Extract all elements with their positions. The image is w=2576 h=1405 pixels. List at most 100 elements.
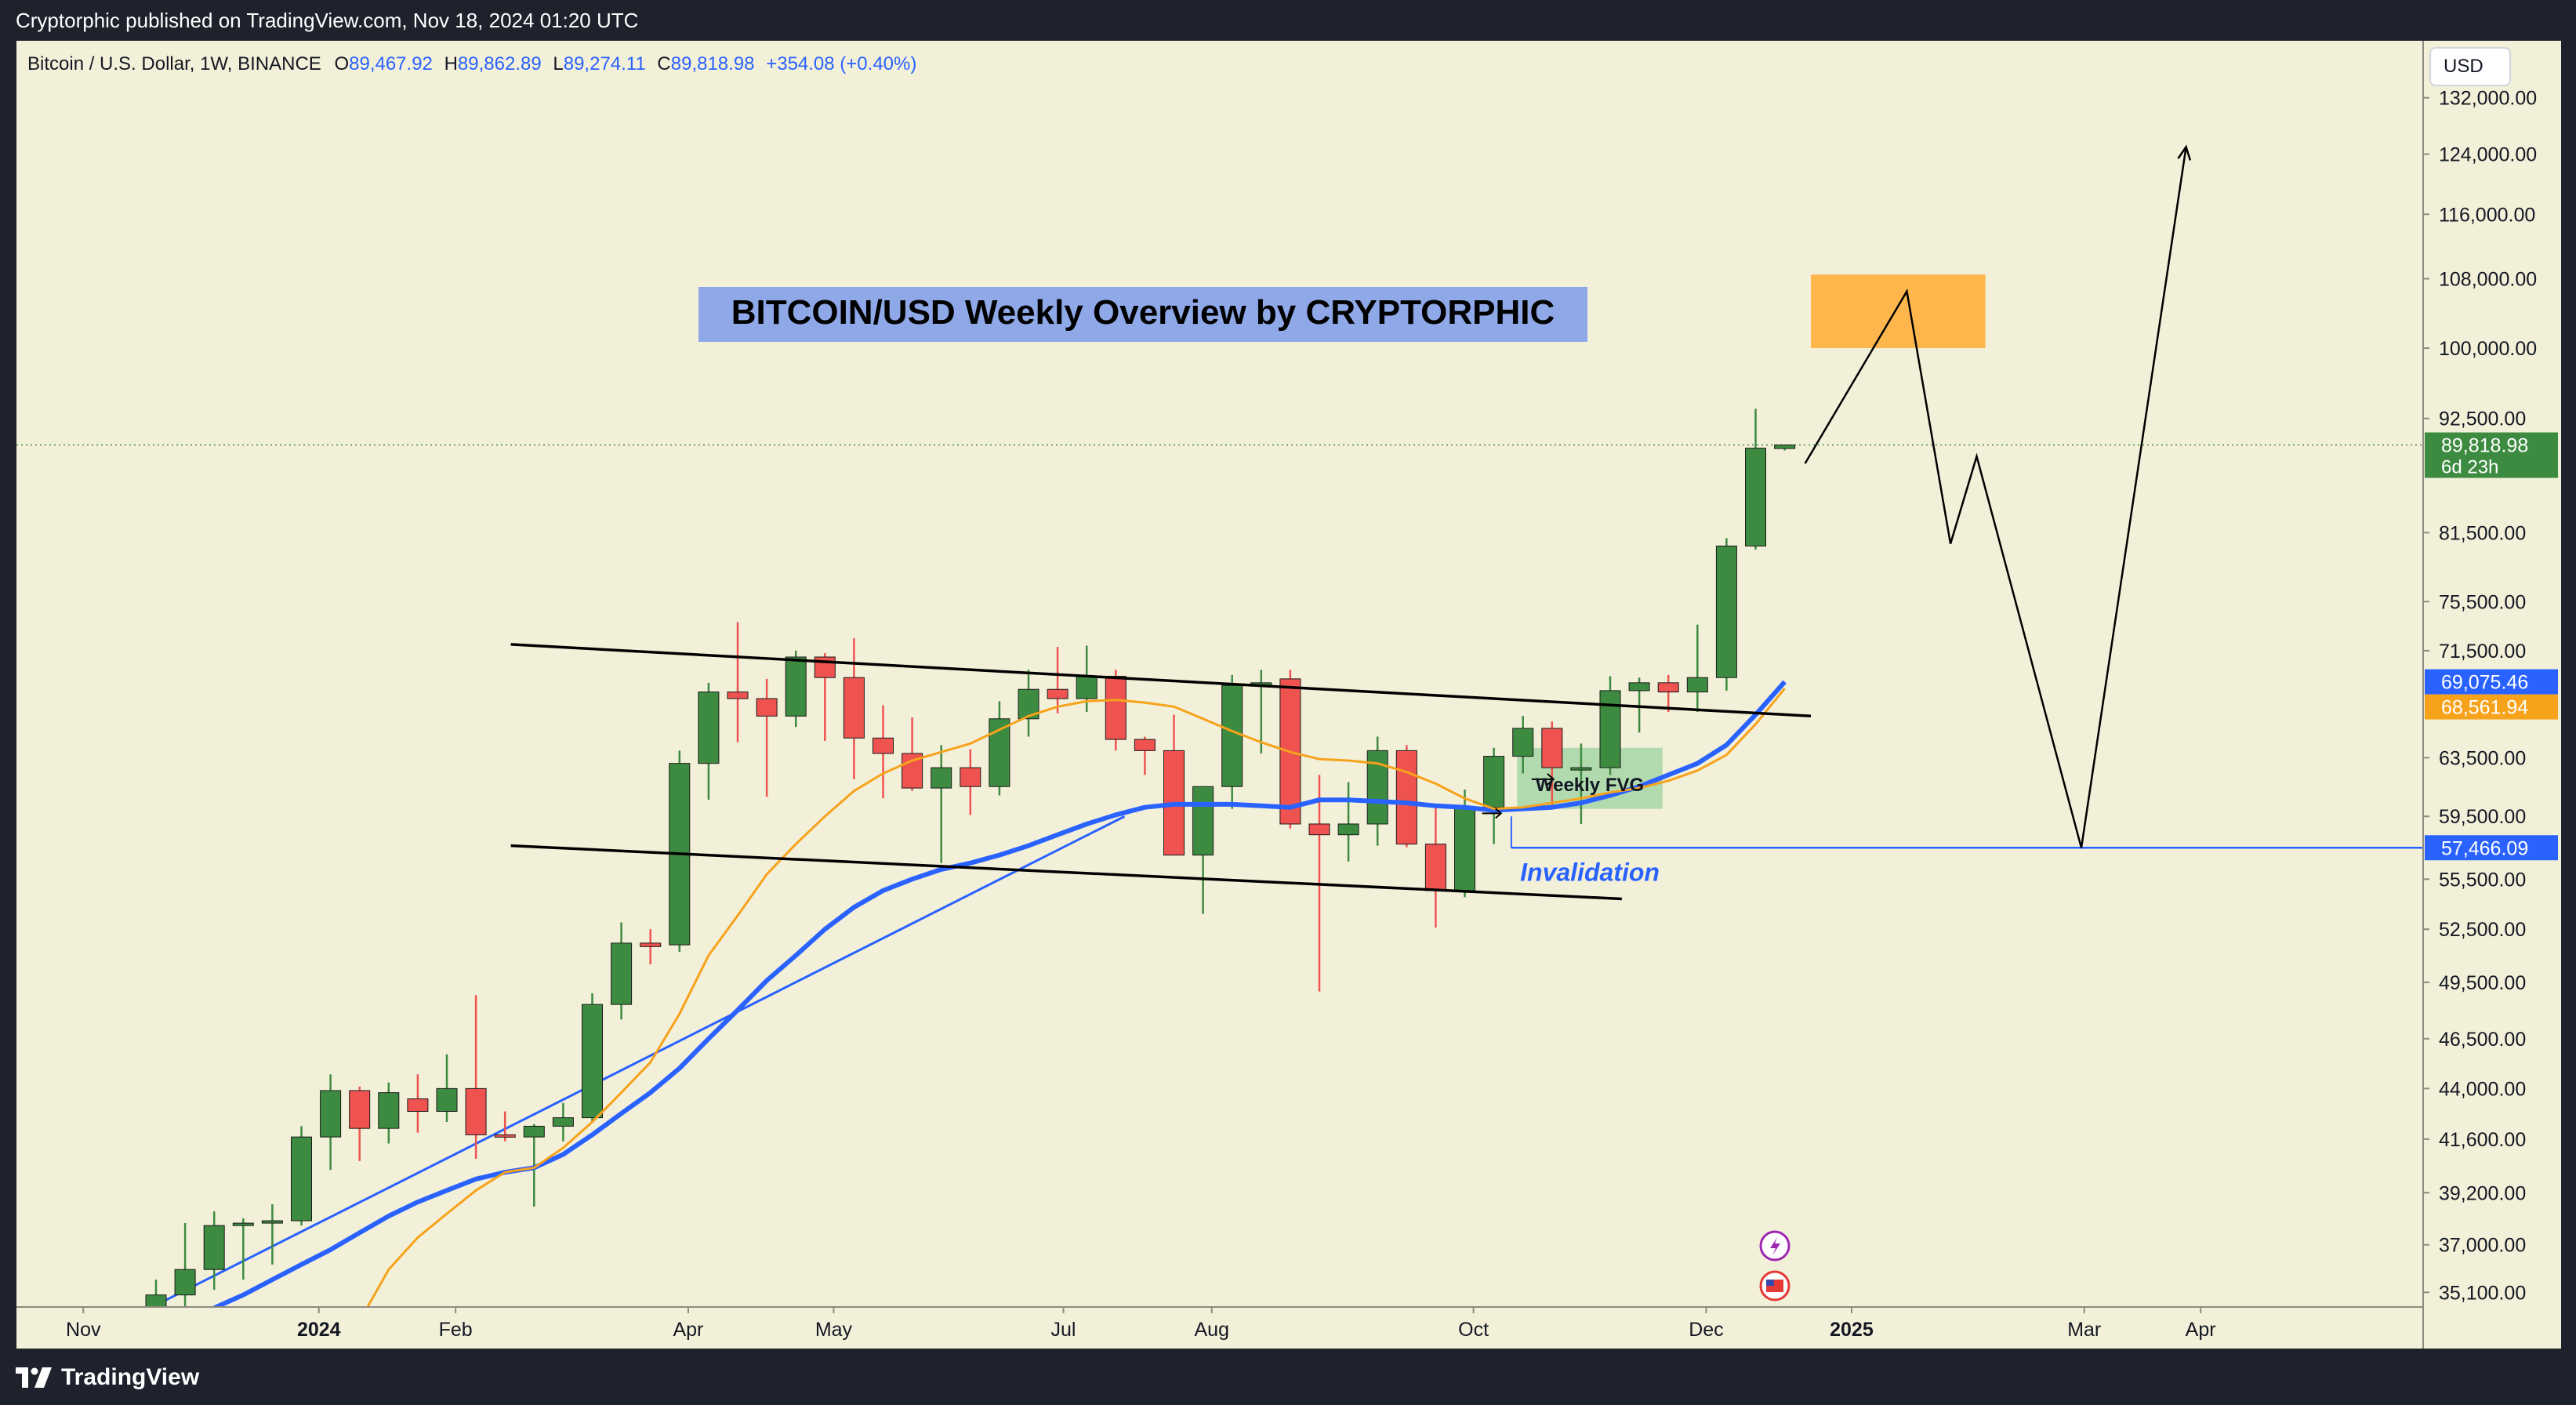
time-tick-label: Dec [1689,1319,1723,1341]
candle-body [1715,545,1737,678]
time-tick-label: 2024 [297,1319,341,1341]
candle-body [552,1117,574,1127]
published-text: Cryptorphic published on TradingView.com… [16,9,639,32]
price-badge [2425,694,2558,720]
candle-body [203,1225,225,1270]
fvg-arrow-small [1482,808,1503,819]
price-tick-label: 92,500.00 [2439,408,2526,430]
legend-high-label: H [444,53,458,74]
candle-body [1745,448,1766,546]
invalidation-label: Invalidation [1520,858,1660,886]
ema-blue-line [212,680,1787,1307]
time-tick-label: Aug [1194,1319,1228,1341]
candle-body [640,942,662,947]
candle-body [960,767,981,787]
price-badge [2425,835,2558,861]
price-tick-label: 124,000.00 [2439,144,2537,166]
price-tick-label: 55,500.00 [2439,869,2526,891]
price-tick-label: 75,500.00 [2439,591,2526,613]
candle-body [261,1220,283,1224]
currency-button[interactable]: USD [2429,47,2511,86]
price-badge-label: 69,075.46 [2441,672,2528,694]
candle-body [320,1090,342,1138]
candle-body [1105,676,1127,740]
chart-frame[interactable]: Weekly FVG Invalidation BITCOIN/USD Weekly… [16,41,2561,1349]
legend-open-value: 89,467.92 [349,53,433,74]
projection-path [1804,147,2187,848]
candle-body [1628,682,1650,692]
price-tick-label: 37,000.00 [2439,1235,2526,1257]
title-box [698,287,1587,342]
candle-body [756,698,778,717]
price-tick-label: 46,500.00 [2439,1029,2526,1051]
price-tick-label: 39,200.00 [2439,1182,2526,1204]
time-tick-label: Apr [673,1319,703,1341]
candle-body [1192,786,1214,856]
price-tick-label: 116,000.00 [2439,204,2535,226]
candle-body [523,1125,545,1138]
price-tick-label: 35,100.00 [2439,1282,2526,1304]
candle-body [1774,445,1796,449]
candle-body [291,1136,312,1222]
price-badge-countdown: 6d 23h [2441,457,2498,478]
price-badge-label: 57,466.09 [2441,837,2528,859]
publish-header: Cryptorphic published on TradingView.com… [0,0,2576,41]
us-flag-canton [1766,1280,1774,1286]
candle-body [145,1294,167,1307]
price-tick-label: 132,000.00 [2439,88,2537,110]
candle-body [611,942,633,1005]
time-tick-label: Apr [2186,1319,2216,1341]
price-tick-label: 71,500.00 [2439,641,2526,663]
lightning-glyph [1770,1237,1780,1255]
legend-low-label: L [553,53,564,74]
candle-body [494,1134,516,1138]
price-tick-label: 44,000.00 [2439,1078,2526,1100]
symbol-legend[interactable]: Bitcoin / U.S. Dollar, 1W, BINANCE O89,4… [27,53,916,75]
chart-svg[interactable]: Weekly FVG Invalidation BITCOIN/USD Weekly… [16,41,2561,1349]
price-tick-label: 81,500.00 [2439,522,2526,544]
candle-body [1047,688,1068,699]
price-tick-label: 49,500.00 [2439,972,2526,994]
legend-close-label: C [657,53,671,74]
candle-body [436,1087,458,1113]
price-badge [2425,432,2558,478]
candle-body [873,737,894,754]
price-badge-label: 68,561.94 [2441,697,2528,719]
candle-body [727,692,749,699]
legend-high: H89,862.89 [444,53,547,74]
legend-close-value: 89,818.98 [670,53,755,74]
candle-body [1570,767,1592,771]
plot-area[interactable]: Weekly FVG Invalidation BITCOIN/USD Weekly… [16,144,2423,1349]
candle-body [1395,750,1417,845]
time-tick-label: Oct [1458,1319,1489,1341]
time-tick-label: Nov [66,1319,101,1341]
candle-body [465,1087,487,1135]
price-tick-label: 41,600.00 [2439,1129,2526,1151]
candle-body [785,656,807,717]
price-badge-label: 89,818.98 [2441,435,2528,457]
legend-low: L89,274.11 [553,53,651,74]
price-badge [2425,669,2558,695]
candle-body [1657,682,1679,693]
ema-orange-line [366,688,1786,1307]
candle-body [1076,676,1098,699]
candle-body [349,1090,371,1129]
tradingview-logo-icon [16,1367,52,1388]
candle-body [1337,823,1359,836]
uptrend-line [149,815,1126,1307]
time-tick-label: Mar [2067,1319,2101,1341]
candle-body [1599,690,1621,768]
price-tick-label: 100,000.00 [2439,338,2537,360]
time-tick-label: 2025 [1830,1319,1874,1341]
tradingview-logo[interactable]: TradingView [16,1364,199,1391]
channel-upper-line [510,643,1812,718]
candle-body [698,692,720,764]
time-tick-label: May [815,1319,853,1341]
price-tick-label: 52,500.00 [2439,919,2526,941]
price-tick-label: 63,500.00 [2439,747,2526,769]
candle-body [1686,677,1708,693]
candle-body [1424,844,1446,891]
candle-body [1483,756,1505,808]
candle-body [232,1222,254,1226]
legend-low-value: 89,274.11 [563,53,646,74]
